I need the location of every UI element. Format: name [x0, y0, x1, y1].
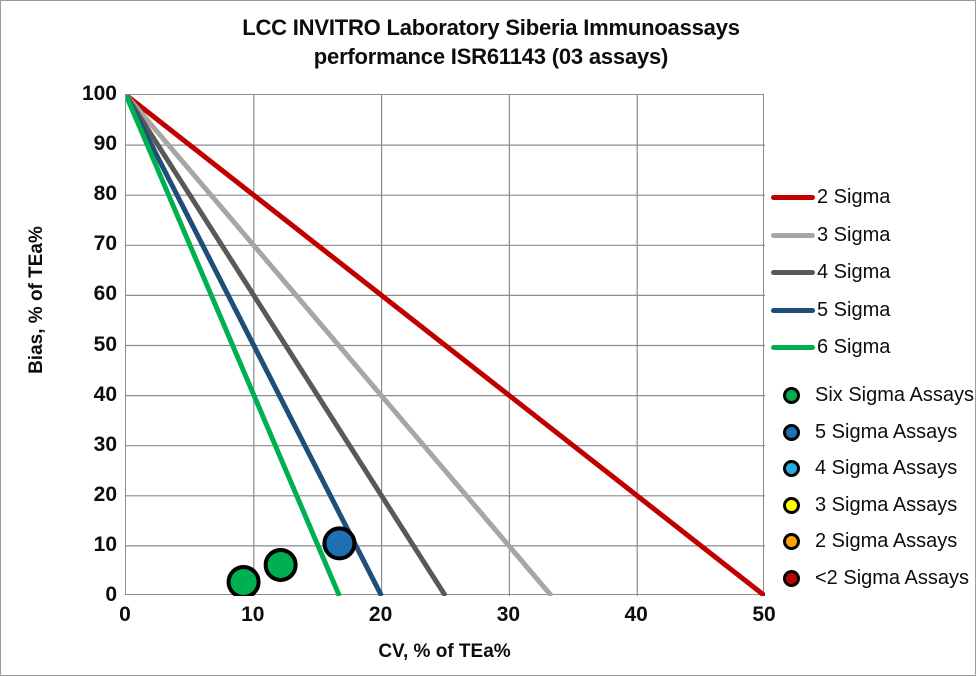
- x-axis-tick-label: 10: [241, 603, 265, 626]
- legend-marker-label: Six Sigma Assays: [815, 384, 974, 407]
- y-axis-tick-label: 60: [93, 282, 117, 306]
- legend-marker-swatch: [783, 460, 800, 478]
- assay-data-points: [226, 526, 357, 596]
- legend-line-entries: 2 Sigma 3 Sigma 4 Sigma 5 Sigma 6 Sigma: [771, 179, 971, 367]
- x-axis-title: CV, % of TEa%: [378, 641, 511, 662]
- sigma-line: [126, 95, 384, 596]
- legend-line-swatch: [771, 232, 815, 238]
- legend-marker-label: 4 Sigma Assays: [815, 457, 958, 480]
- legend-marker-entry[interactable]: <2 Sigma Assays: [771, 560, 971, 597]
- y-axis-tick-labels: 0 10 20 30 40 50 60 70 80 90 100: [37, 82, 117, 606]
- y-axis-tick-label: 90: [93, 132, 117, 156]
- y-axis-tick-label: 50: [93, 332, 117, 356]
- legend-line-entry[interactable]: 5 Sigma: [771, 292, 971, 330]
- legend-marker-label: 5 Sigma Assays: [815, 420, 958, 443]
- legend-marker-entry[interactable]: Six Sigma Assays: [771, 378, 974, 415]
- legend-marker-swatch: [783, 387, 800, 405]
- x-axis-tick-label: 40: [624, 603, 648, 626]
- chart-legend: 2 Sigma 3 Sigma 4 Sigma 5 Sigma 6 Sigma Six …: [771, 179, 974, 597]
- data-point-marker[interactable]: [226, 564, 261, 596]
- legend-marker-label: <2 Sigma Assays: [815, 566, 969, 589]
- legend-line-entry[interactable]: 3 Sigma: [771, 217, 971, 255]
- legend-line-label: 3 Sigma: [817, 223, 891, 246]
- legend-marker-label: 2 Sigma Assays: [815, 530, 958, 553]
- x-axis-tick-label: 30: [496, 603, 521, 626]
- legend-marker-swatch: [783, 533, 800, 551]
- x-axis-tick-labels: 0 10 20 30 40 50: [119, 603, 776, 633]
- legend-marker-entry[interactable]: 5 Sigma Assays: [771, 414, 971, 451]
- legend-line-swatch: [771, 345, 815, 351]
- legend-marker-entries: Six Sigma Assays 5 Sigma Assays 4 Sigma As…: [771, 378, 974, 597]
- y-axis-tick-label: 80: [93, 182, 117, 206]
- legend-line-swatch: [771, 195, 815, 201]
- legend-marker-label: 3 Sigma Assays: [815, 493, 958, 516]
- sigma-line: [126, 95, 765, 596]
- legend-line-entry[interactable]: 4 Sigma: [771, 254, 971, 292]
- x-axis-tick-label: 50: [752, 603, 776, 626]
- y-axis-tick-label: 70: [93, 232, 117, 256]
- plot-svg: [126, 95, 765, 596]
- legend-line-label: 6 Sigma: [817, 336, 891, 359]
- sigma-line: [126, 95, 342, 596]
- legend-marker-swatch: [783, 496, 800, 514]
- y-axis-tick-label: 20: [93, 482, 117, 506]
- y-axis-tick-label: 10: [93, 532, 117, 556]
- chart-title: LCC INVITRO Laboratory Siberia Immunoass…: [121, 13, 861, 71]
- sigma-line: [126, 95, 448, 596]
- chart-title-line-1: LCC INVITRO Laboratory Siberia Immunoass…: [242, 15, 740, 40]
- sigma-line: [126, 95, 554, 596]
- legend-line-entry[interactable]: 2 Sigma: [771, 179, 971, 217]
- legend-marker-entry[interactable]: 3 Sigma Assays: [771, 487, 971, 524]
- x-axis-tick-label: 0: [119, 603, 131, 626]
- y-axis-tick-label: 30: [93, 432, 117, 456]
- legend-marker-entry[interactable]: 4 Sigma Assays: [771, 451, 971, 488]
- y-axis-tick-label: 0: [105, 583, 117, 606]
- legend-line-label: 4 Sigma: [817, 261, 891, 284]
- legend-line-label: 2 Sigma: [817, 186, 891, 209]
- data-point-marker[interactable]: [263, 547, 298, 582]
- legend-marker-swatch: [783, 423, 800, 441]
- data-point-marker[interactable]: [322, 526, 357, 561]
- chart-title-line-2: performance ISR61143 (03 assays): [313, 44, 669, 70]
- legend-line-entry[interactable]: 6 Sigma: [771, 329, 971, 367]
- legend-line-swatch: [771, 307, 815, 313]
- sigma-lines: [126, 95, 765, 596]
- x-axis-tick-label: 20: [368, 603, 393, 626]
- legend-marker-entry[interactable]: 2 Sigma Assays: [771, 524, 971, 561]
- y-axis-tick-label: 40: [93, 382, 117, 406]
- legend-line-swatch: [771, 270, 815, 276]
- legend-marker-swatch: [783, 569, 800, 587]
- y-axis-tick-label: 100: [81, 82, 117, 105]
- legend-line-label: 5 Sigma: [817, 298, 891, 321]
- plot-area: [125, 94, 765, 596]
